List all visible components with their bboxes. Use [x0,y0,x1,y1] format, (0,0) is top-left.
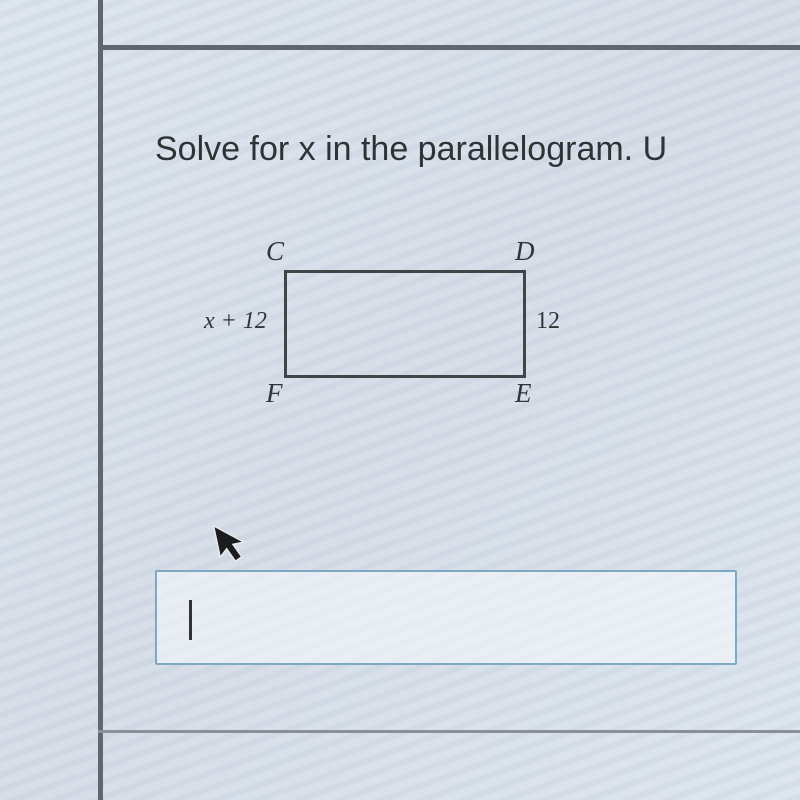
frame-left-border [98,0,103,800]
text-caret [189,600,192,640]
question-text: Solve for x in the parallelogram. U [155,130,800,169]
parallelogram-shape [284,270,526,378]
parallelogram-diagram: C D F E x + 12 12 [212,230,562,420]
vertex-label-c: C [266,236,284,267]
answer-input[interactable] [157,572,735,663]
side-label-right: 12 [536,308,560,335]
frame-bottom-border [98,730,800,733]
vertex-label-e: E [515,378,532,409]
side-label-left: x + 12 [204,308,267,335]
frame-top-border [98,45,800,50]
vertex-label-d: D [515,236,535,267]
answer-input-container[interactable] [155,570,737,665]
vertex-label-f: F [266,378,283,409]
